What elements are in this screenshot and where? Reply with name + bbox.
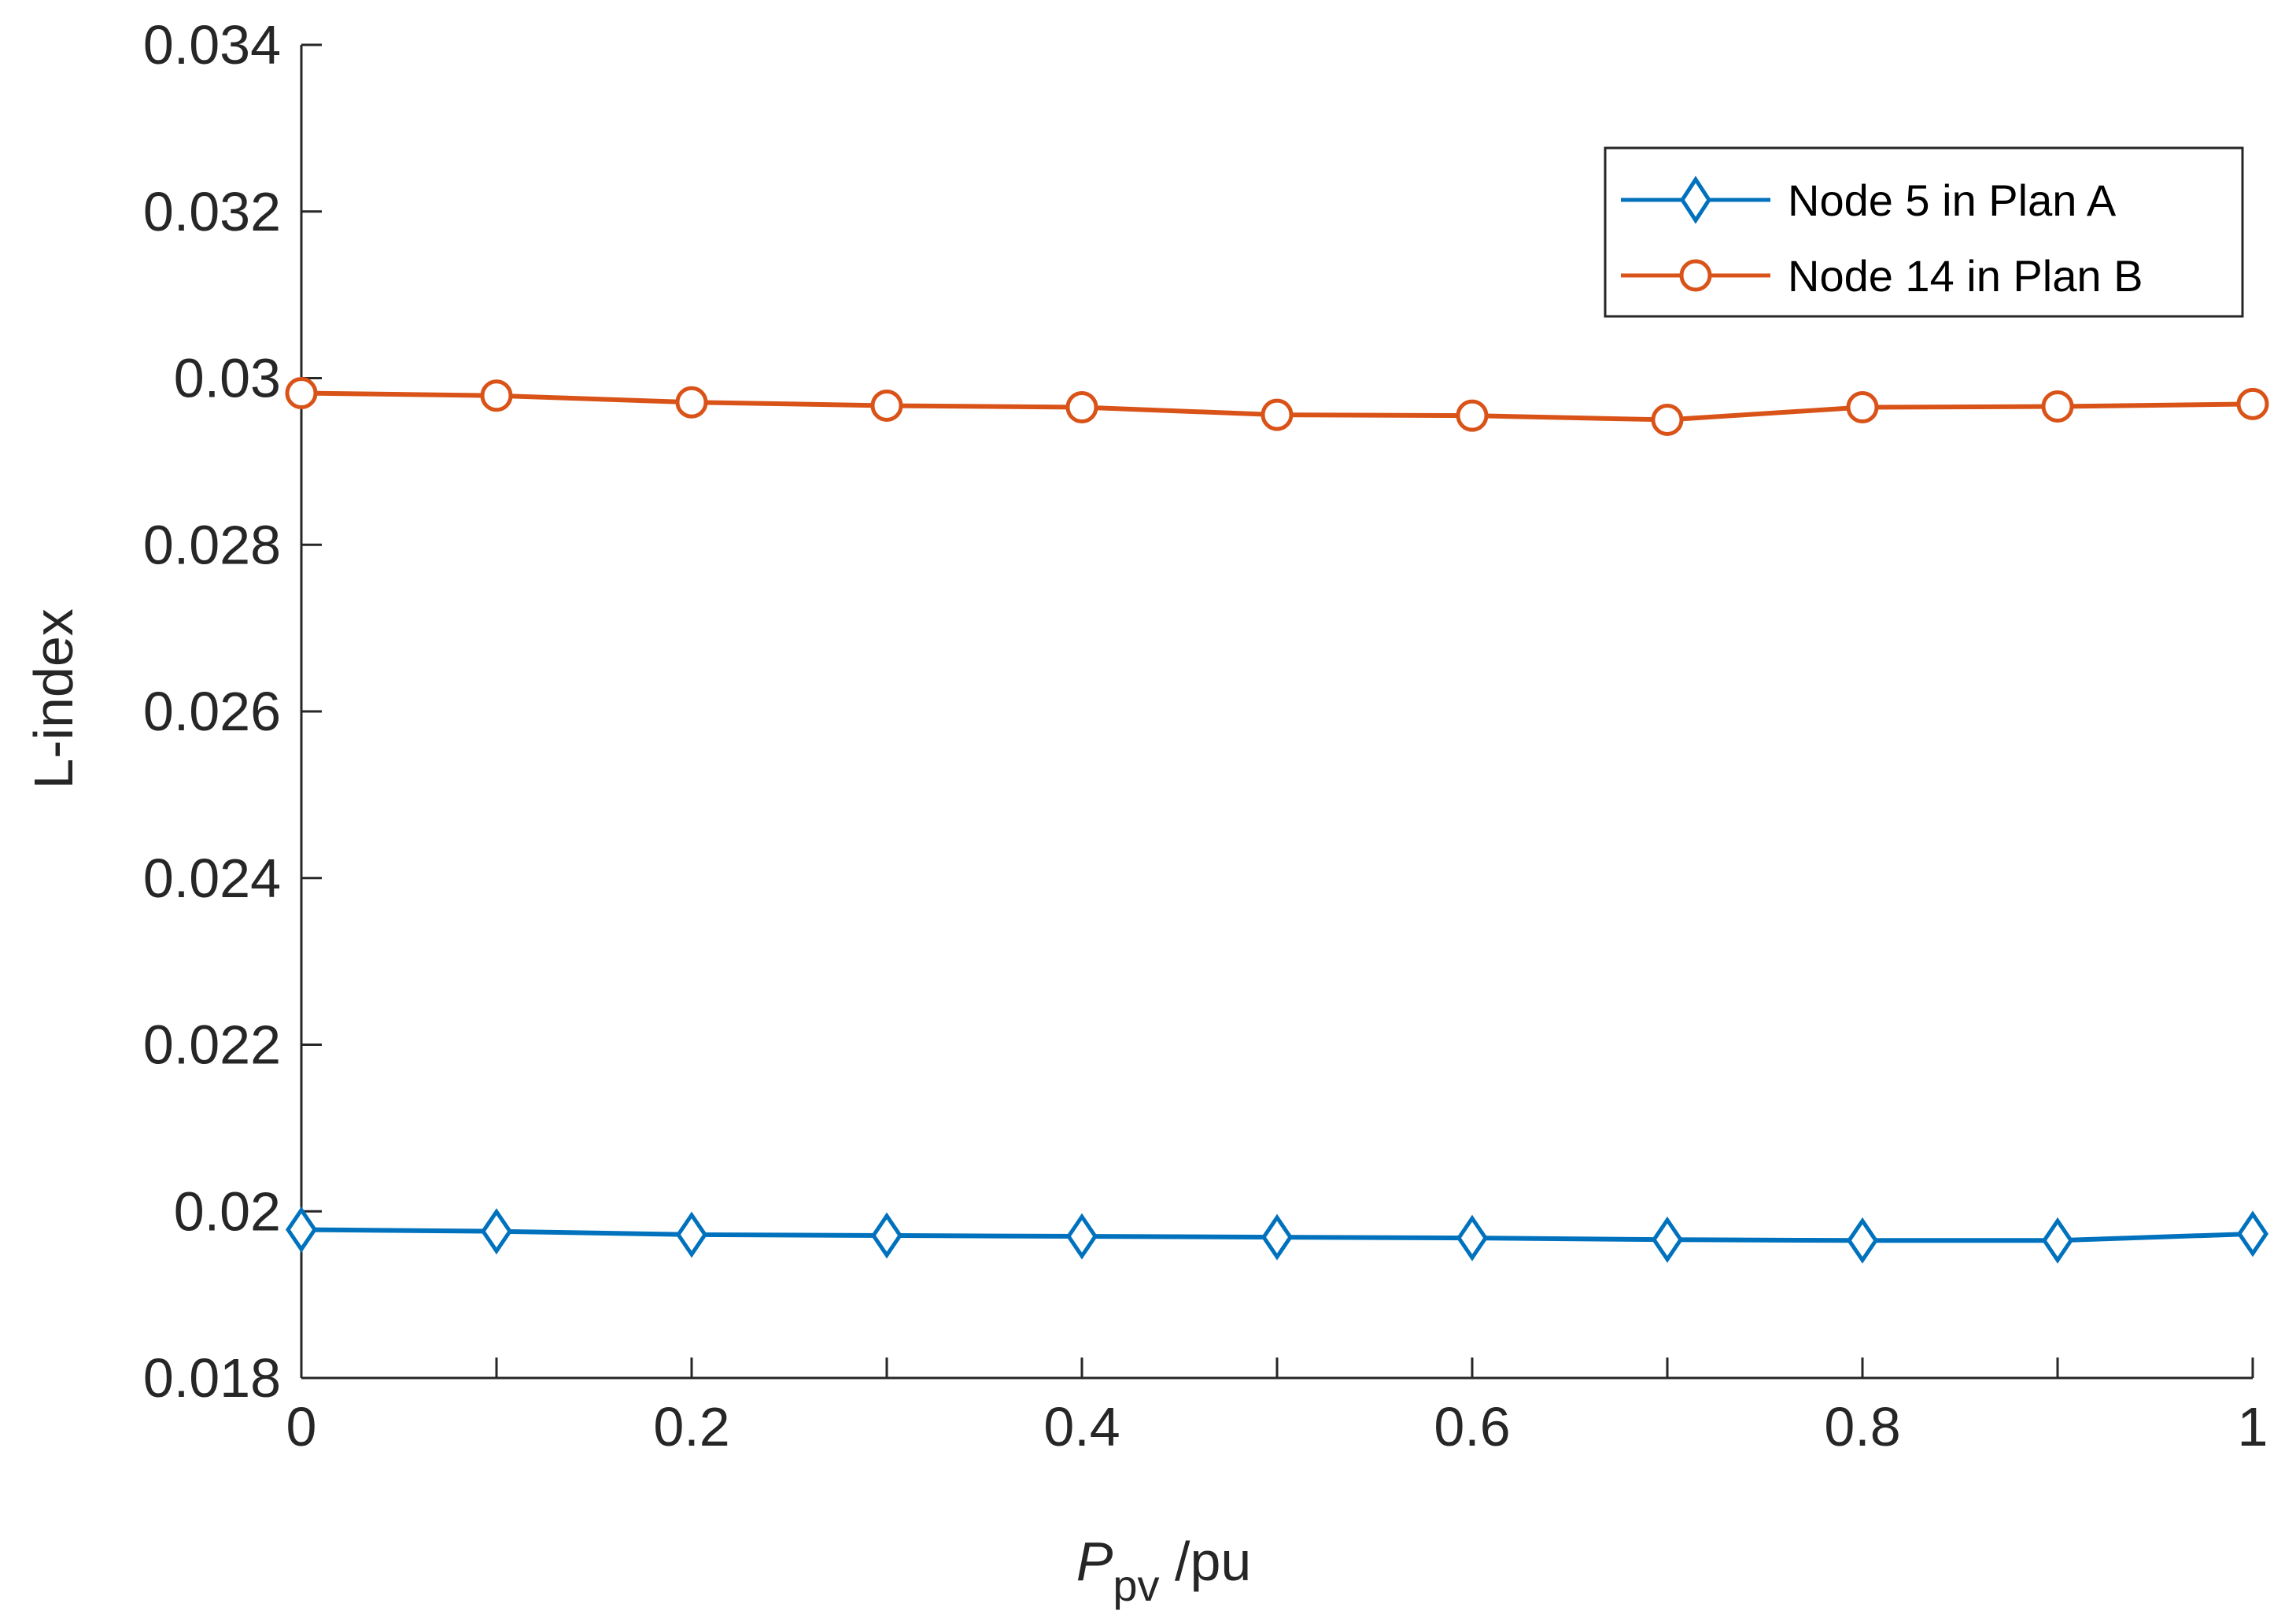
data-point-diamond [480, 1208, 513, 1255]
x-axis-label: Ppv /pu [1076, 1531, 1252, 1610]
data-point-circle [1065, 391, 1098, 424]
data-point-circle [1456, 399, 1489, 432]
y-tick-label: 0.018 [143, 1347, 281, 1409]
data-point-diamond [1261, 1214, 1294, 1261]
data-point-circle [1846, 391, 1879, 424]
data-point-circle [1261, 398, 1294, 431]
legend-label-node14: Node 14 in Plan B [1788, 251, 2143, 301]
data-point-diamond [870, 1212, 903, 1259]
y-tick-label: 0.03 [174, 348, 281, 409]
legend-box [1604, 146, 2244, 318]
data-point-diamond [2236, 1210, 2269, 1258]
y-tick-label: 0.02 [174, 1180, 281, 1242]
x-tick-label: 1 [2238, 1396, 2268, 1457]
y-tick-label: 0.022 [143, 1014, 281, 1076]
legend: Node 5 in Plan A Node 14 in Plan B [1604, 146, 2244, 318]
data-point-diamond [1846, 1217, 1879, 1264]
y-tick-label: 0.034 [143, 14, 281, 76]
x-tick-label: 0.2 [653, 1396, 729, 1457]
y-tick-label: 0.026 [143, 681, 281, 742]
data-point-diamond [675, 1211, 708, 1258]
data-point-diamond [285, 1206, 318, 1253]
data-point-circle [1651, 403, 1684, 436]
legend-entry-node5: Node 5 in Plan A [1621, 175, 2117, 225]
y-tick-label: 0.024 [143, 848, 281, 909]
x-axis-label-suffix: /pu [1160, 1531, 1252, 1592]
x-axis-label-main: P [1076, 1531, 1113, 1592]
legend-marker-circle [1679, 259, 1712, 292]
y-axis-label: L-index [23, 608, 84, 789]
data-point-diamond [2041, 1217, 2074, 1264]
y-tick-label: 0.032 [143, 181, 281, 242]
y-tick-label: 0.028 [143, 514, 281, 575]
x-ticks: 0 0.2 0.4 0.6 0.8 1 [286, 1358, 2268, 1457]
data-point-circle [675, 386, 708, 419]
series-layer [285, 377, 2269, 1264]
data-point-diamond [1065, 1213, 1098, 1260]
legend-marker-diamond [1680, 175, 1711, 224]
data-point-circle [870, 389, 903, 422]
x-tick-label: 0.4 [1043, 1396, 1120, 1457]
data-point-circle [2041, 390, 2074, 423]
data-point-circle [285, 377, 318, 410]
legend-label-node5: Node 5 in Plan A [1788, 175, 2117, 225]
x-tick-label: 0.6 [1434, 1396, 1510, 1457]
data-point-diamond [1651, 1216, 1684, 1263]
data-point-circle [2236, 387, 2269, 420]
series-node14-plan-b [285, 377, 2269, 436]
legend-entry-node14: Node 14 in Plan B [1621, 251, 2143, 301]
y-ticks: 0.018 0.02 0.022 0.024 0.026 0.028 0.03 0.032 0.… [143, 14, 322, 1409]
x-tick-label: 0 [286, 1396, 317, 1457]
x-axis-label-subscript: pv [1113, 1561, 1159, 1610]
series-node5-plan-a [285, 1206, 2269, 1264]
data-point-diamond [1456, 1214, 1489, 1262]
x-tick-label: 0.8 [1824, 1396, 1900, 1457]
data-point-circle [480, 379, 513, 412]
